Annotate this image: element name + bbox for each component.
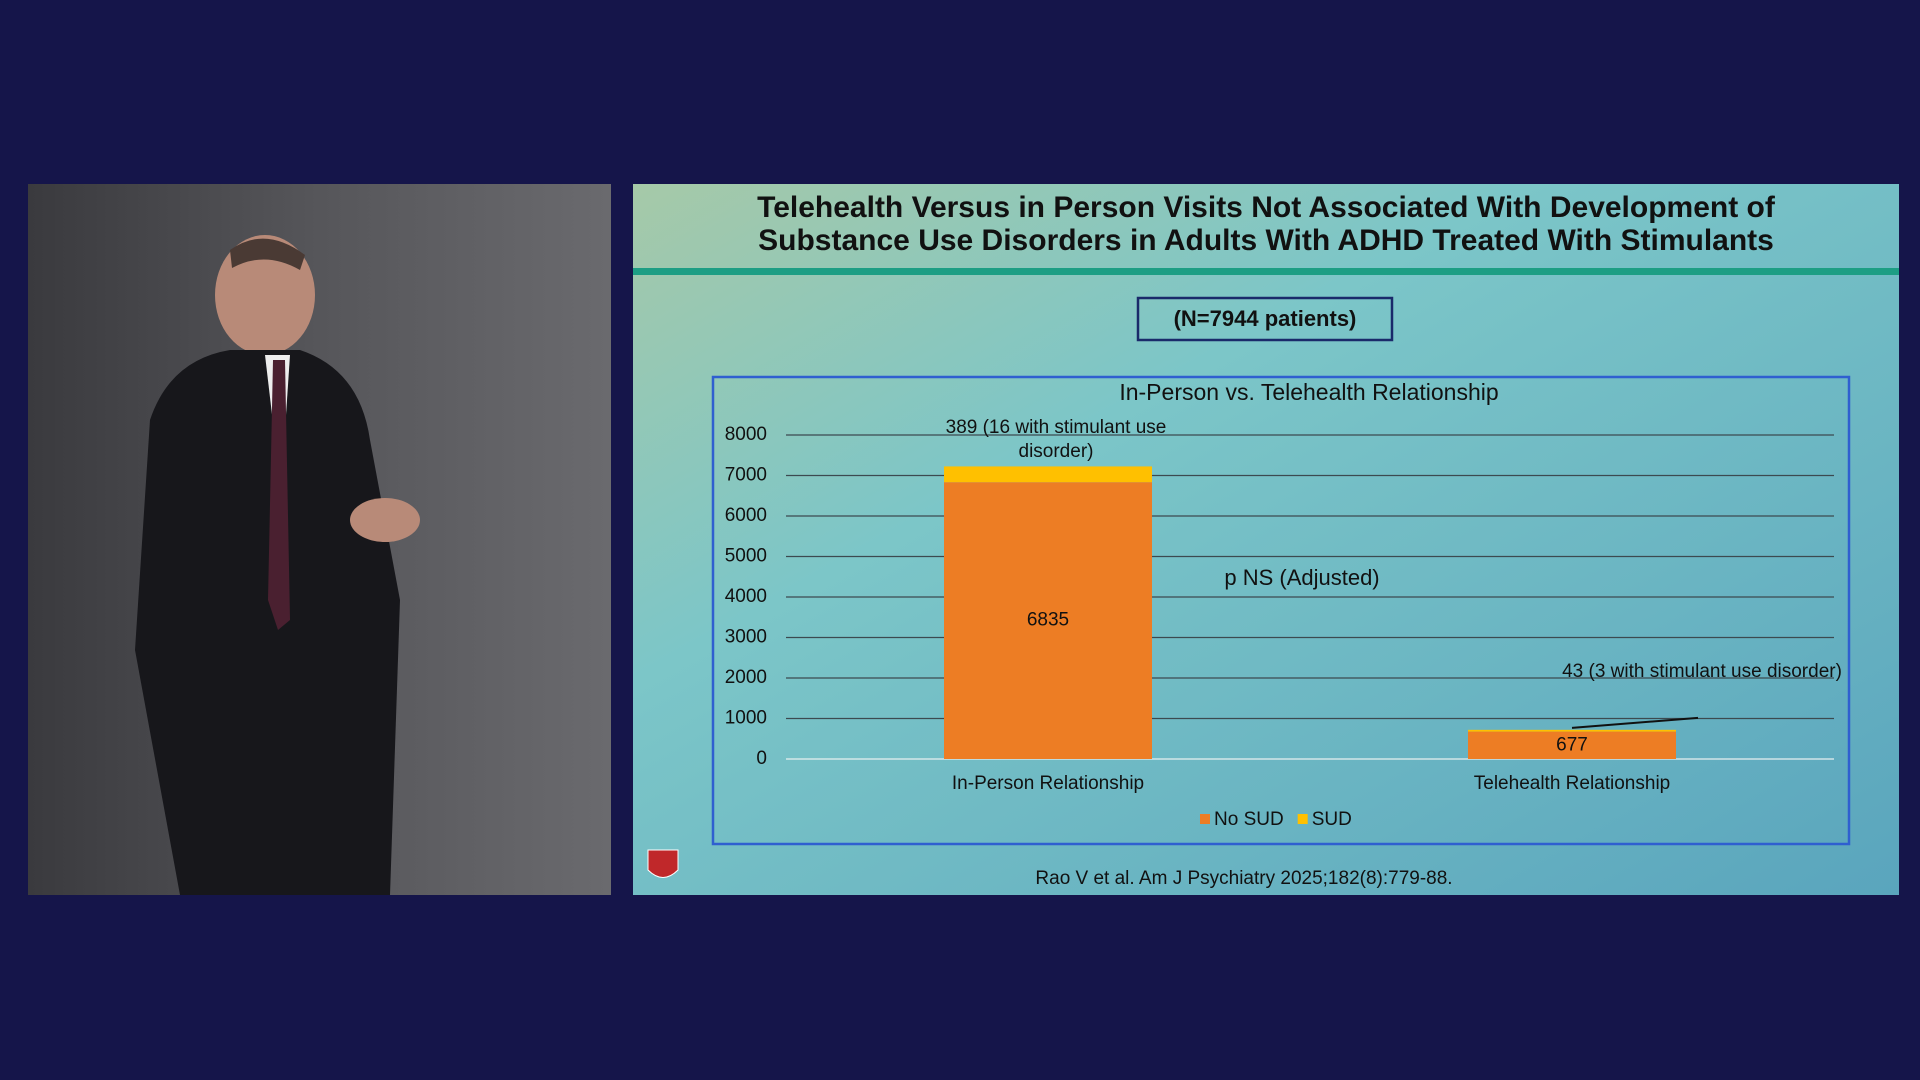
y-tick-label: 8000 <box>725 424 767 445</box>
data-label: 6835 <box>1027 610 1069 631</box>
citation: Rao V et al. Am J Psychiatry 2025;182(8)… <box>1035 868 1452 889</box>
x-tick-label: In-Person Relationship <box>952 773 1144 794</box>
y-tick-label: 6000 <box>725 505 767 526</box>
leader-line <box>1571 716 1699 729</box>
bar-segment <box>1468 731 1676 759</box>
y-tick-label: 3000 <box>725 627 767 648</box>
title-rule <box>633 268 1899 275</box>
slide-title: Telehealth Versus in Person Visits Not A… <box>757 191 1776 224</box>
y-tick-label: 7000 <box>725 465 767 486</box>
speaker <box>135 235 420 895</box>
y-tick-label: 0 <box>756 748 767 769</box>
x-tick-label: Telehealth Relationship <box>1474 773 1670 794</box>
y-tick-label: 5000 <box>725 546 767 567</box>
y-tick-label: 4000 <box>725 586 767 607</box>
bar-segment <box>1468 729 1676 732</box>
bar-segment <box>944 482 1152 759</box>
chart-frame <box>711 375 1851 846</box>
chart-title: In-Person vs. Telehealth Relationship <box>1119 379 1498 405</box>
annotation: p NS (Adjusted) <box>1224 565 1379 590</box>
badge-box <box>1136 296 1394 342</box>
legend-swatch <box>1297 814 1308 824</box>
slide <box>633 184 1899 895</box>
y-tick-label: 2000 <box>725 667 767 688</box>
badge: (N=7944 patients) <box>1174 306 1357 331</box>
data-label: 389 (16 with stimulant use disorder) <box>945 417 1167 463</box>
slide-title: Substance Use Disorders in Adults With A… <box>758 224 1774 257</box>
data-label: 677 <box>1556 734 1588 755</box>
legend-label: SUD <box>1312 809 1352 830</box>
y-tick-label: 1000 <box>725 708 767 729</box>
legend-label: No SUD <box>1214 809 1284 830</box>
data-label: 43 (3 with stimulant use disorder) <box>1562 660 1842 682</box>
logo <box>647 849 679 878</box>
legend-swatch <box>1200 814 1210 824</box>
bar-segment <box>944 466 1152 483</box>
